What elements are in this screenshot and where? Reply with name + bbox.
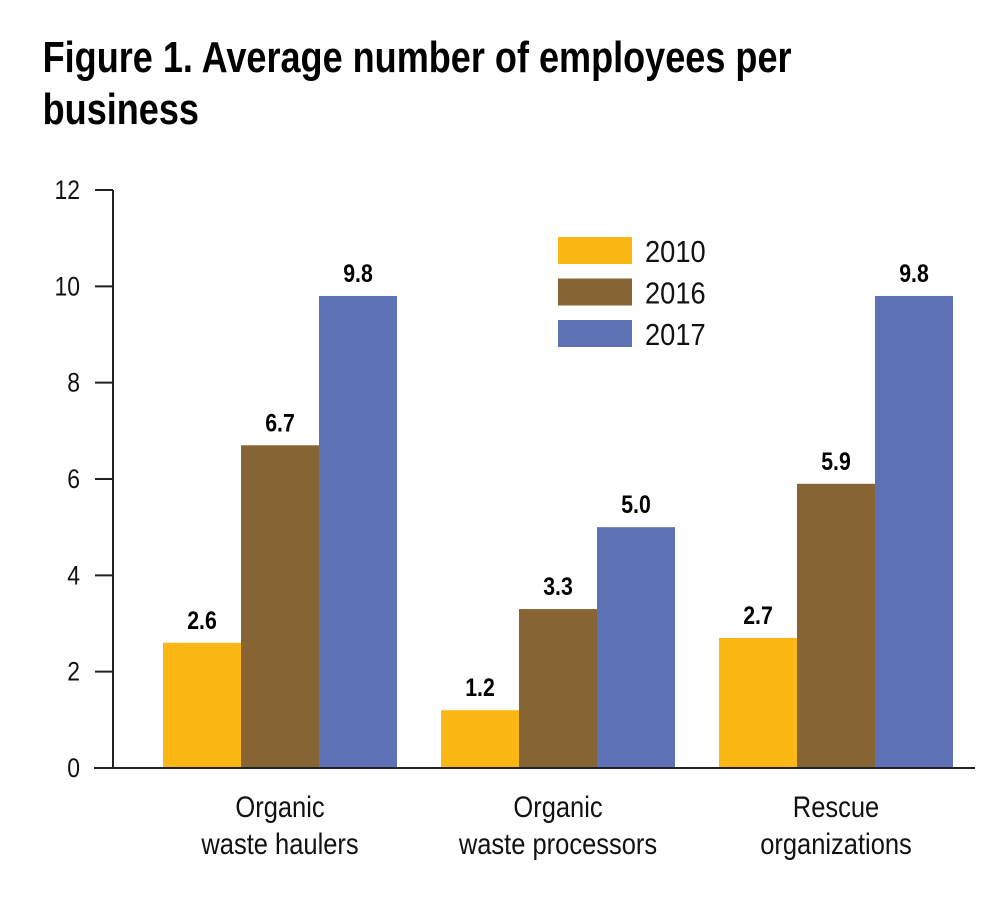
bar-2010-1 — [441, 710, 519, 768]
bar-2010-0 — [163, 642, 241, 768]
x-category-label: waste haulers — [200, 827, 358, 860]
legend-label-2017: 2017 — [645, 318, 706, 352]
legend-label-2010: 2010 — [645, 235, 706, 269]
data-label: 3.3 — [543, 572, 573, 600]
chart-title-line-1: Figure 1. Average number of employees pe… — [43, 33, 792, 82]
y-tick-label: 2 — [67, 657, 80, 687]
data-label: 5.9 — [821, 447, 851, 475]
bar-2010-2 — [719, 637, 797, 768]
legend-label-2016: 2016 — [645, 277, 706, 311]
bar-2016-1 — [519, 609, 597, 768]
bar-2017-2 — [875, 295, 953, 768]
y-tick-label: 10 — [54, 272, 80, 302]
bar-2017-1 — [597, 527, 675, 768]
y-tick-label: 12 — [54, 175, 80, 205]
bar-2016-2 — [797, 483, 875, 768]
bar-2016-0 — [241, 445, 319, 768]
legend-swatch-2016 — [558, 278, 632, 306]
data-label: 9.8 — [343, 259, 373, 287]
x-category-label: organizations — [760, 827, 912, 860]
bar-2017-0 — [319, 295, 397, 768]
y-tick-label: 0 — [67, 753, 80, 783]
data-label: 2.6 — [187, 606, 217, 634]
data-label: 2.7 — [743, 601, 773, 629]
x-category-label: waste processors — [458, 827, 657, 860]
y-tick-label: 6 — [67, 464, 80, 494]
data-label: 9.8 — [899, 259, 929, 287]
x-category-label: Rescue — [793, 790, 879, 823]
x-category-label: Organic — [513, 790, 602, 823]
y-tick-label: 4 — [67, 561, 80, 591]
data-label: 1.2 — [465, 674, 495, 702]
legend-swatch-2017 — [558, 320, 632, 347]
legend-swatch-2010 — [558, 237, 632, 264]
chart-title-line-2: business — [43, 85, 199, 134]
x-category-label: Organic — [235, 790, 324, 823]
data-label: 6.7 — [265, 409, 295, 437]
data-label: 5.0 — [621, 491, 651, 519]
y-tick-label: 8 — [67, 368, 80, 398]
